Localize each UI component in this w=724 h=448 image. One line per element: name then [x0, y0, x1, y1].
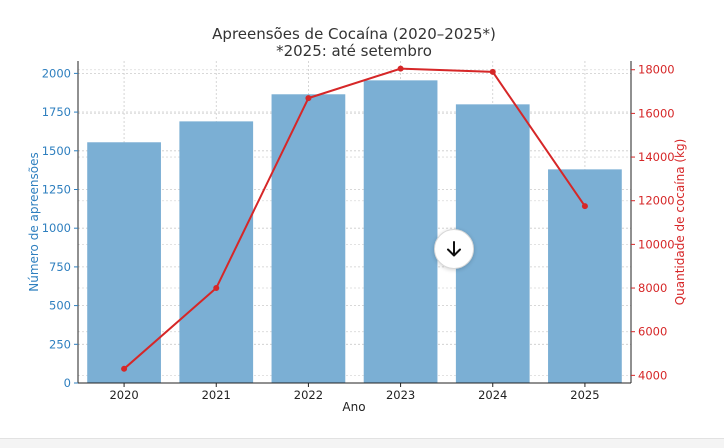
- line-point-2021: [213, 285, 220, 292]
- y-right-tick-label: 18000: [638, 63, 675, 77]
- line-point-2020: [121, 365, 128, 372]
- y-right-tick-label: 8000: [638, 281, 667, 295]
- x-tick-label: 2022: [294, 388, 323, 402]
- bar-2022: [271, 94, 346, 383]
- line-point-2025: [581, 203, 588, 210]
- chart-title: Apreensões de Cocaína (2020–2025*): [212, 25, 496, 43]
- y-left-tick-label: 2000: [42, 66, 71, 80]
- y-left-axis-label: Número de apreensões: [27, 152, 41, 292]
- bar-2023: [363, 80, 438, 384]
- y-right-tick-label: 12000: [638, 194, 675, 208]
- x-tick-label: 2025: [570, 388, 599, 402]
- y-right-tick-label: 6000: [638, 325, 667, 339]
- x-axis-label: Ano: [342, 400, 365, 414]
- y-right-tick-label: 14000: [638, 150, 675, 164]
- x-tick-label: 2024: [478, 388, 507, 402]
- tick-labels: 0 250 500 750 1000 1250 1500 1750 2000 4000 6000 80…: [42, 63, 675, 402]
- line-point-2023: [397, 65, 404, 72]
- bar-2020: [87, 142, 161, 383]
- y-left-tick-label: 1750: [42, 105, 71, 119]
- y-left-tick-label: 1000: [42, 221, 71, 235]
- x-tick-label: 2023: [386, 388, 415, 402]
- bottom-strip: [0, 438, 724, 448]
- bar-2021: [179, 121, 254, 383]
- x-tick-label: 2020: [109, 388, 138, 402]
- y-left-tick-label: 250: [49, 337, 71, 351]
- y-right-tick-label: 16000: [638, 106, 675, 120]
- arrow-down-icon: [447, 241, 461, 257]
- line-path: [123, 67, 586, 370]
- y-left-tick-label: 1500: [42, 144, 71, 158]
- line-series: [121, 65, 588, 372]
- y-right-tick-label: 10000: [638, 237, 675, 251]
- bar-series: [87, 80, 622, 384]
- scroll-down-button[interactable]: [434, 229, 474, 269]
- y-left-tick-label: 750: [49, 260, 71, 274]
- chart-subtitle: *2025: até setembro: [276, 42, 432, 60]
- bar-2025: [548, 169, 622, 383]
- y-left-tick-label: 1250: [42, 182, 71, 196]
- line-point-2024: [489, 68, 496, 75]
- y-left-tick-label: 500: [49, 299, 71, 313]
- x-tick-label: 2021: [202, 388, 231, 402]
- y-right-tick-label: 4000: [638, 368, 667, 382]
- y-left-tick-label: 0: [64, 376, 71, 390]
- axes: [77, 61, 632, 384]
- line-point-2022: [305, 95, 312, 102]
- y-right-axis-label: Quantidade de cocaína (kg): [673, 139, 687, 306]
